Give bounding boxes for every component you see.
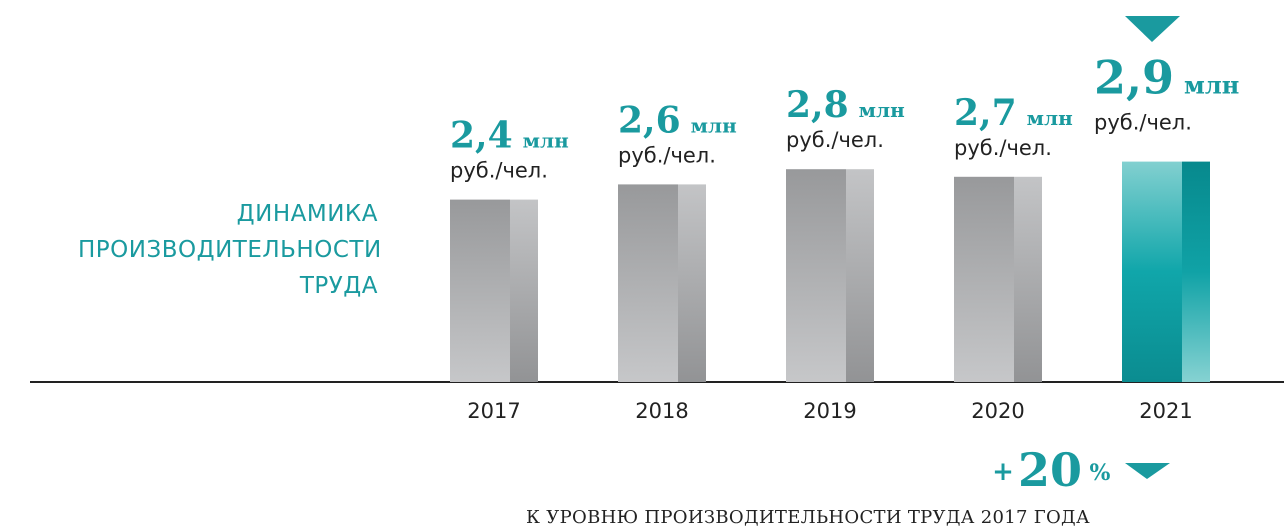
bar-right (678, 184, 706, 382)
value-label: 2,7 млн (954, 92, 1073, 134)
value-unit: млн (523, 129, 569, 153)
bar-right (846, 169, 874, 382)
bar-right (1014, 176, 1042, 382)
bar-right (1182, 161, 1210, 382)
value-label: 2,4 млн (450, 115, 569, 157)
change-marker (1125, 463, 1170, 479)
bar-left (1122, 161, 1182, 382)
value-unit-sub: руб./чел. (786, 128, 884, 152)
bar-right (510, 199, 538, 382)
bar (450, 199, 538, 382)
value-number: 2,4 (450, 115, 513, 157)
bar (618, 184, 706, 382)
bar-left (954, 176, 1014, 382)
bar-left (786, 169, 846, 382)
value-unit-sub: руб./чел. (1094, 111, 1192, 135)
value-unit: млн (1184, 71, 1239, 100)
value-unit: млн (859, 98, 905, 122)
caption: К УРОВНЮ ПРОИЗВОДИТЕЛЬНОСТИ ТРУДА 2017 Г… (526, 507, 1090, 526)
value-label: 2,9 млн (1094, 51, 1239, 105)
change-value: 20 (1018, 443, 1082, 497)
change-suffix: % (1090, 460, 1111, 486)
value-unit: млн (1027, 106, 1073, 130)
bar-left (450, 199, 510, 382)
value-unit-sub: руб./чел. (954, 136, 1052, 160)
value-number: 2,9 (1094, 51, 1174, 105)
bar (786, 169, 874, 382)
value-label: 2,6 млн (618, 99, 737, 141)
x-tick-label: 2018 (635, 399, 688, 423)
highlight-marker (1125, 16, 1180, 42)
value-number: 2,6 (618, 99, 681, 141)
value-unit: млн (691, 113, 737, 137)
x-tick-label: 2019 (803, 399, 856, 423)
bar (954, 176, 1042, 382)
bar (1122, 161, 1210, 382)
chart-title: ДИНАМИКА ПРОИЗВОДИТЕЛЬНОСТИ ТРУДА (78, 201, 382, 299)
bar-left (618, 184, 678, 382)
value-label: 2,8 млн (786, 84, 905, 126)
change-prefix: + (992, 457, 1014, 487)
value-unit-sub: руб./чел. (618, 143, 716, 167)
x-tick-label: 2020 (971, 399, 1024, 423)
value-number: 2,8 (786, 84, 849, 126)
value-unit-sub: руб./чел. (450, 159, 548, 183)
x-tick-label: 2021 (1139, 399, 1192, 423)
x-tick-label: 2017 (467, 399, 520, 423)
value-number: 2,7 (954, 92, 1017, 134)
